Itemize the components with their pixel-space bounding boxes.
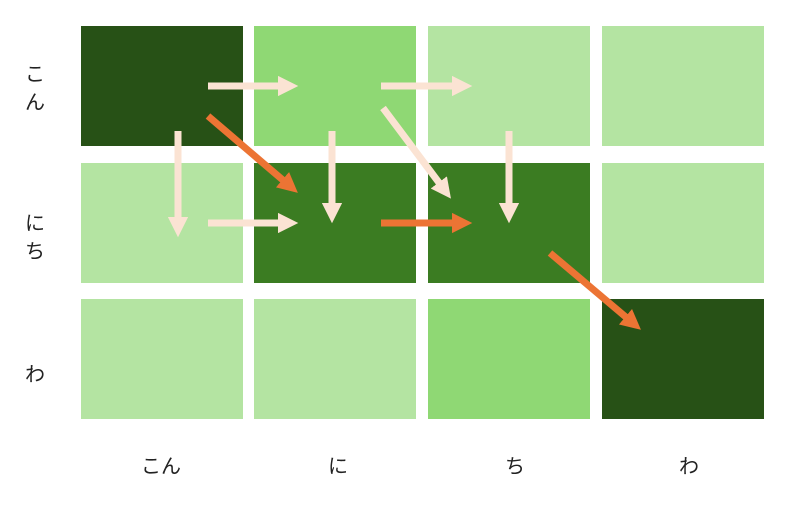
row-label-char: わ: [25, 362, 45, 386]
highlight-arrow-7: [205, 113, 298, 193]
row-label-1: にち: [20, 209, 50, 265]
row-label-0: こん: [20, 60, 50, 116]
row-label-char: に: [25, 211, 45, 235]
col-label-0: こん: [141, 454, 181, 478]
cell-r2-c2: [428, 299, 590, 419]
row-label-char: ん: [25, 90, 45, 114]
highlight-arrow-9: [547, 250, 641, 330]
col-label-3: わ: [679, 454, 699, 478]
cell-r2-c1: [254, 299, 416, 419]
row-label-2: わ: [20, 360, 50, 388]
cell-r2-c0: [81, 299, 243, 419]
cell-r0-c3: [602, 26, 764, 146]
row-label-char: こ: [25, 62, 45, 86]
row-label-char: ち: [25, 239, 45, 263]
cell-r1-c3: [602, 163, 764, 283]
col-label-1: に: [328, 454, 348, 478]
col-label-2: ち: [505, 454, 525, 478]
arrow-8: [380, 105, 451, 199]
